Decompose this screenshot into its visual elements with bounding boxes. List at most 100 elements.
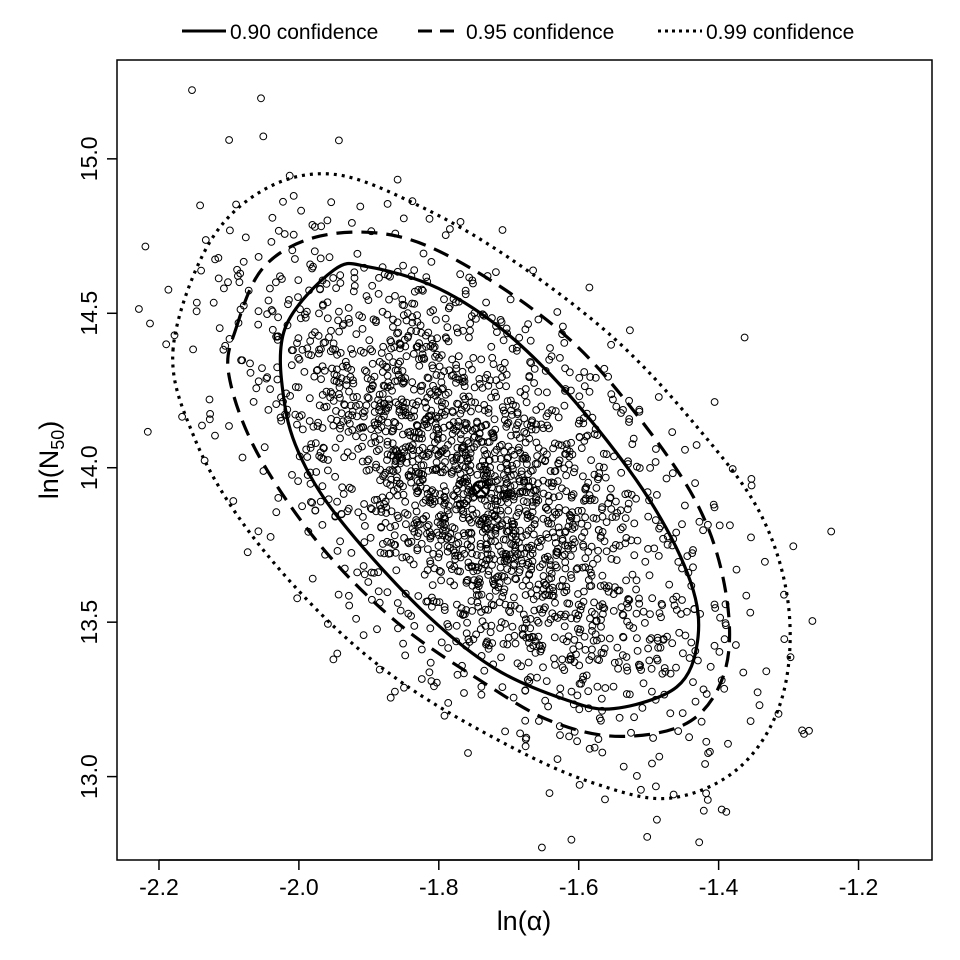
scatter-point (257, 94, 265, 103)
scatter-point (294, 293, 302, 302)
scatter-point (317, 453, 326, 462)
scatter-point (529, 530, 538, 539)
scatter-point (625, 690, 634, 699)
scatter-point (536, 647, 545, 656)
scatter-point (305, 394, 314, 403)
scatter-point (575, 416, 584, 425)
scatter-point (483, 501, 492, 510)
scatter-point (426, 658, 435, 667)
scatter-point (315, 345, 324, 354)
scatter-point (539, 447, 548, 456)
scatter-point (629, 434, 638, 443)
scatter-point (747, 533, 755, 542)
scatter-point (800, 730, 808, 738)
scatter-point (490, 388, 499, 397)
scatter-point (527, 425, 536, 434)
scatter-point (742, 591, 751, 600)
scatter-point (372, 460, 381, 469)
scatter-point (507, 431, 515, 440)
scatter-point (189, 345, 198, 354)
scatter-point (480, 311, 489, 320)
scatter-point (350, 274, 359, 282)
scatter-point (426, 557, 435, 565)
scatter-point (399, 490, 408, 499)
scatter-point (469, 279, 477, 288)
scatter-point (417, 539, 426, 548)
scatter-point (613, 643, 622, 652)
scatter-point (646, 464, 654, 472)
scatter-point (355, 424, 364, 433)
scatter-point (458, 545, 467, 554)
scatter-point (463, 473, 471, 482)
scatter-point (637, 785, 645, 794)
scatter-point (493, 328, 501, 337)
scatter-point (618, 523, 627, 532)
scatter-point (523, 560, 532, 569)
scatter-point (447, 437, 456, 445)
scatter-point (374, 290, 383, 298)
scatter-point (417, 354, 426, 363)
x-tick-label: -1.2 (839, 874, 879, 900)
scatter-point (241, 233, 250, 242)
scatter-point (456, 218, 465, 226)
scatter-point (387, 507, 396, 516)
scatter-point (565, 447, 574, 456)
scatter-point (454, 400, 463, 409)
scatter-point (565, 510, 574, 519)
scatter-point (448, 523, 457, 531)
scatter-point (547, 574, 556, 582)
scatter-point (540, 578, 548, 587)
scatter-point (402, 398, 411, 407)
scatter-point (477, 462, 486, 471)
scatter-point (341, 357, 350, 366)
scatter-point (477, 682, 486, 691)
scatter-point (524, 658, 533, 667)
scatter-point (303, 307, 311, 316)
scatter-point (456, 567, 465, 576)
scatter-point (399, 379, 407, 388)
scatter-point (523, 455, 531, 463)
scatter-point (579, 597, 588, 606)
scatter-point (316, 497, 325, 506)
scatter-point (627, 490, 636, 499)
scatter-point (433, 423, 441, 432)
scatter-point (431, 419, 440, 428)
scatter-point (522, 633, 530, 642)
scatter-point (687, 638, 696, 647)
scatter-point (512, 430, 521, 439)
scatter-point (370, 372, 379, 381)
scatter-point (398, 367, 407, 375)
scatter-point (480, 406, 489, 415)
scatter-point (393, 465, 402, 474)
scatter-point (534, 496, 543, 505)
scatter-point (555, 504, 563, 512)
scatter-point (288, 471, 296, 479)
scatter-point (546, 344, 554, 352)
scatter-point (370, 496, 379, 504)
scatter-point (440, 606, 449, 614)
scatter-point (619, 611, 628, 620)
scatter-point (379, 342, 388, 351)
scatter-point (598, 512, 607, 521)
scatter-point (536, 642, 544, 651)
scatter-point (272, 400, 281, 409)
scatter-point (409, 560, 418, 569)
scatter-point (786, 653, 795, 662)
scatter-point (430, 497, 439, 506)
scatter-point (312, 468, 321, 476)
scatter-point (558, 536, 567, 545)
scatter-point (387, 475, 396, 484)
scatter-point (376, 548, 385, 557)
scatter-point (542, 412, 551, 421)
scatter-point (482, 420, 491, 429)
scatter-point (567, 687, 576, 696)
scatter-point (473, 598, 482, 607)
scatter-point (503, 478, 512, 487)
scatter-point (641, 619, 649, 627)
scatter-point (388, 427, 396, 436)
scatter-point (589, 636, 598, 645)
scatter-point (320, 403, 329, 412)
scatter-point (539, 605, 548, 614)
scatter-point (459, 392, 468, 401)
